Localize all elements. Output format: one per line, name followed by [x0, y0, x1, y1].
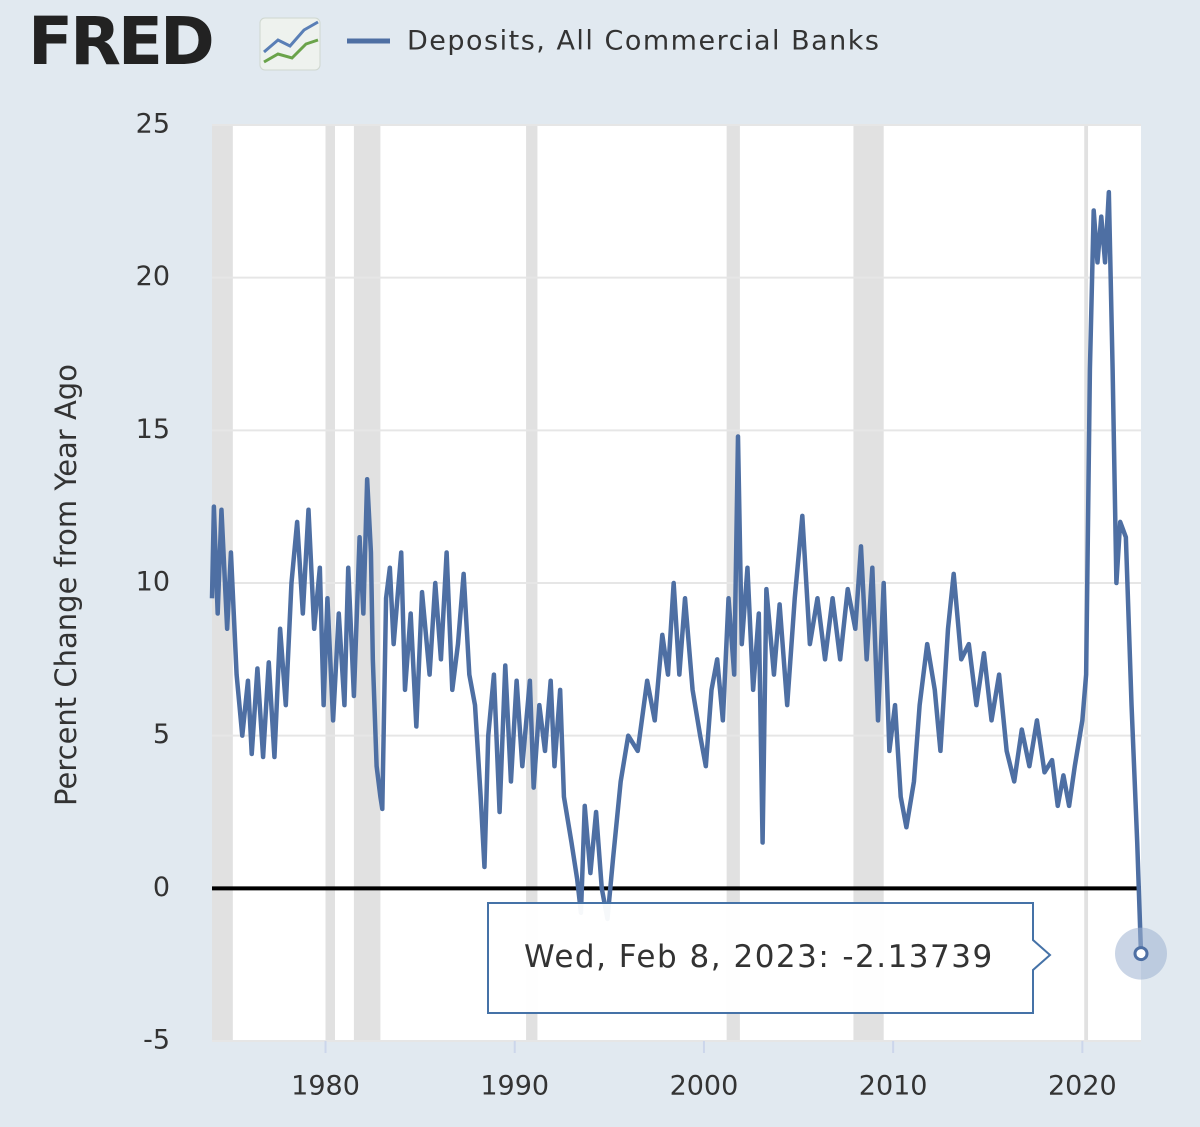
y-tick-label: 15	[136, 414, 170, 445]
x-tick-label: 2000	[670, 1071, 739, 1102]
tooltip-text: Wed, Feb 8, 2023: -2.13739	[524, 939, 994, 975]
y-tick-label: 25	[136, 109, 170, 140]
logo: FRED	[28, 3, 212, 80]
hover-point	[1133, 946, 1149, 962]
logo-icon	[259, 17, 321, 71]
tooltip-box	[487, 902, 1052, 1014]
y-tick-label: 10	[136, 567, 170, 598]
x-tick-label: 1980	[291, 1071, 360, 1102]
tooltip-value: -2.13739	[842, 939, 993, 975]
y-tick-label: 0	[153, 872, 170, 903]
x-tick-label: 1990	[480, 1071, 549, 1102]
y-tick-label: -5	[143, 1025, 170, 1056]
data-line	[209, 189, 1144, 954]
y-tick-label: 5	[153, 719, 170, 750]
y-tick-label: 20	[136, 261, 170, 292]
x-tick-label: 2020	[1048, 1071, 1117, 1102]
x-tick-label: 2010	[859, 1071, 928, 1102]
y-axis-label: Percent Change from Year Ago	[49, 364, 83, 806]
tooltip-date: Wed, Feb 8, 2023:	[524, 939, 830, 975]
legend-label: Deposits, All Commercial Banks	[407, 26, 880, 57]
